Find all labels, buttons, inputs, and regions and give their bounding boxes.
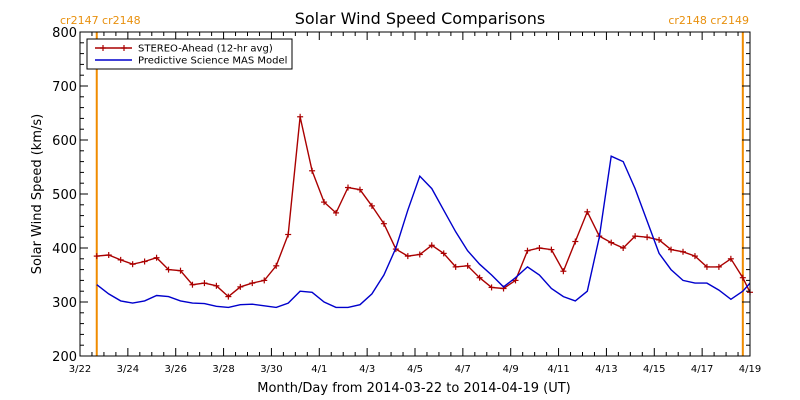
y-tick-label: 700 xyxy=(52,80,77,95)
stereo-data-point xyxy=(656,236,663,243)
stereo-data-point xyxy=(739,274,746,281)
stereo-data-point xyxy=(177,267,184,274)
stereo-data-point xyxy=(201,280,208,287)
legend-marker-stereo xyxy=(121,45,127,51)
stereo-data-point xyxy=(572,238,579,245)
y-tick-label: 800 xyxy=(52,26,77,41)
stereo-data-point xyxy=(129,261,136,268)
x-tick-label: 4/9 xyxy=(503,364,519,375)
axes-layer: 200 300 400 500 600 700 800 3/22 3/24 3/26 3/28 3/3… xyxy=(52,26,761,375)
stereo-data-point xyxy=(333,209,340,216)
stereo-data-point xyxy=(321,199,328,206)
x-axis-title: Month/Day from 2014-03-22 to 2014-04-19 … xyxy=(257,381,570,396)
stereo-data-point xyxy=(165,266,172,273)
stereo-data-point xyxy=(309,167,316,174)
stereo-data-point xyxy=(440,250,447,257)
stereo-data-point xyxy=(608,239,615,246)
stereo-data-point xyxy=(368,202,375,209)
x-tick-label: 4/3 xyxy=(359,364,375,375)
stereo-data-point xyxy=(452,263,459,270)
legend-label-stereo: STEREO-Ahead (12-hr avg) xyxy=(138,44,273,55)
stereo-data-point xyxy=(476,274,483,281)
stereo-data-point xyxy=(105,252,112,259)
stereo-data-point xyxy=(464,262,471,269)
stereo-data-point xyxy=(536,245,543,251)
stereo-data-point xyxy=(668,246,675,253)
stereo-data-point xyxy=(141,258,148,265)
y-tick-label: 600 xyxy=(52,134,77,149)
legend-box xyxy=(86,38,293,70)
stereo-data-point xyxy=(703,263,710,270)
y-tick-label: 300 xyxy=(52,296,77,311)
x-tick-label: 4/15 xyxy=(643,364,665,375)
plot-area-frame xyxy=(79,31,751,357)
stereo-data-point xyxy=(488,284,495,291)
x-tick-label: 4/19 xyxy=(739,364,761,375)
x-tick-label: 4/1 xyxy=(311,364,327,375)
x-tick-label: 3/22 xyxy=(69,364,91,375)
stereo-data-point xyxy=(261,277,268,284)
stereo-data-point xyxy=(237,283,244,290)
stereo-data-point xyxy=(117,256,124,263)
stereo-data-point xyxy=(93,253,100,260)
stereo-data-point xyxy=(153,254,160,261)
y-tick-label: 400 xyxy=(52,242,77,257)
stereo-data-point xyxy=(644,234,651,241)
legend: STEREO-Ahead (12-hr avg) Predictive Scie… xyxy=(86,38,293,70)
stereo-data-point xyxy=(632,233,639,240)
stereo-data-point xyxy=(404,253,411,260)
stereo-data-point xyxy=(620,245,627,251)
y-tick-label: 500 xyxy=(52,188,77,203)
stereo-data-point xyxy=(428,242,435,249)
stereo-data-point xyxy=(416,251,423,258)
x-tick-label: 4/17 xyxy=(691,364,713,375)
legend-label-model: Predictive Science MAS Model xyxy=(138,56,287,67)
legend-marker-stereo xyxy=(100,45,106,51)
stereo-data-point xyxy=(225,293,232,300)
model-series-line xyxy=(96,155,751,309)
stereo-data-point xyxy=(356,186,363,193)
stereo-data-point xyxy=(297,113,304,120)
stereo-data-point xyxy=(584,208,591,215)
x-tick-label: 4/13 xyxy=(595,364,617,375)
rotation-label-left: cr2147 cr2148 xyxy=(60,14,141,27)
chart-title: Solar Wind Speed Comparisons xyxy=(295,9,546,28)
stereo-data-point xyxy=(345,184,351,191)
x-tick-label: 3/30 xyxy=(260,364,282,375)
x-tick-label: 3/24 xyxy=(117,364,139,375)
y-axis-title: Solar Wind Speed (km/s) xyxy=(30,114,45,274)
rotation-label-right: cr2148 cr2149 xyxy=(668,14,749,27)
x-tick-label: 3/28 xyxy=(212,364,234,375)
x-tick-label: 4/7 xyxy=(455,364,471,375)
stereo-data-point xyxy=(560,268,567,275)
stereo-data-point xyxy=(524,247,531,254)
stereo-data-point xyxy=(249,280,256,287)
stereo-data-point xyxy=(273,262,280,269)
x-tick-label: 3/26 xyxy=(164,364,186,375)
x-tick-label: 4/11 xyxy=(547,364,569,375)
stereo-data-point xyxy=(680,248,686,255)
stereo-data-point xyxy=(715,263,722,270)
y-tick-label: 200 xyxy=(52,350,77,365)
stereo-data-point xyxy=(213,282,220,289)
stereo-data-point xyxy=(691,253,698,260)
stereo-data-point xyxy=(189,281,196,288)
stereo-data-point xyxy=(548,246,555,253)
stereo-data-point xyxy=(380,220,387,227)
x-tick-label: 4/5 xyxy=(407,364,423,375)
stereo-data-point xyxy=(285,231,292,238)
stereo-data-point xyxy=(727,255,734,262)
